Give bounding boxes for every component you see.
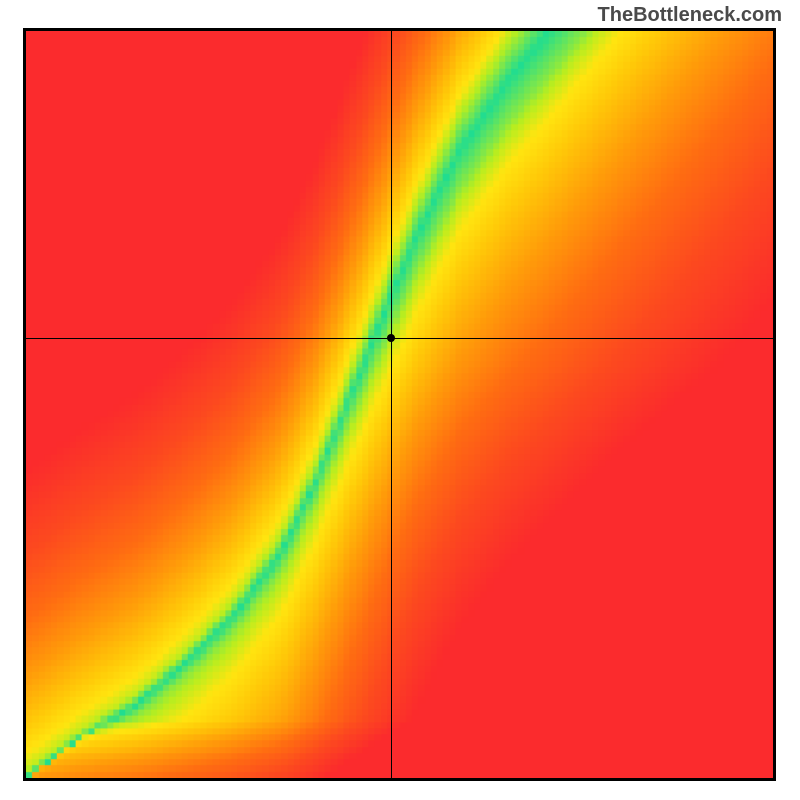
crosshair-horizontal xyxy=(26,338,773,339)
crosshair-vertical xyxy=(391,31,392,778)
heatmap-canvas xyxy=(26,31,773,778)
plot-area xyxy=(26,31,773,778)
plot-frame xyxy=(23,28,776,781)
watermark-text: TheBottleneck.com xyxy=(598,4,782,27)
crosshair-dot xyxy=(387,334,395,342)
